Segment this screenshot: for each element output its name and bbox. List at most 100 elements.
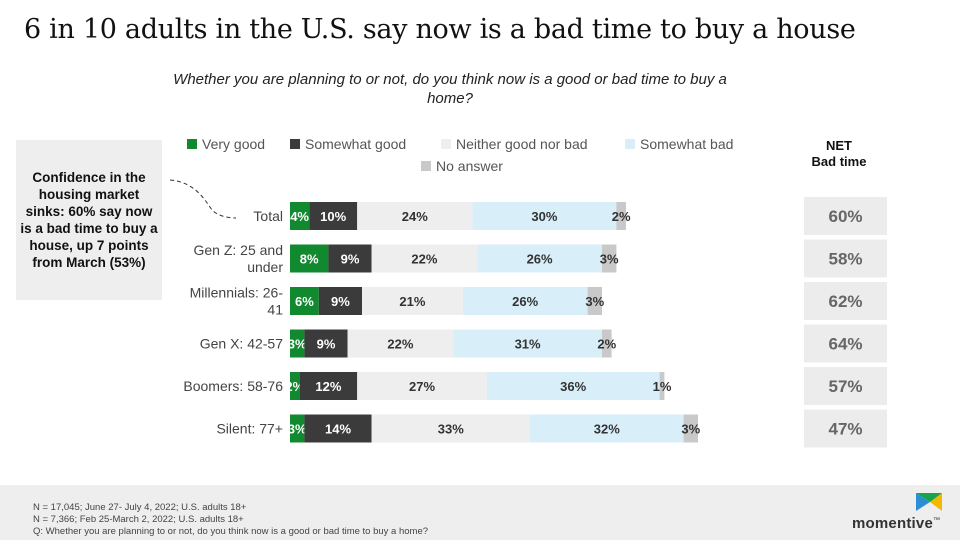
- bar-segment: [357, 202, 473, 230]
- net-box: [804, 282, 887, 320]
- callout-connector: [169, 179, 237, 219]
- bar-segment: [328, 244, 372, 273]
- bar-segment: [486, 372, 660, 400]
- data-label: 2%: [612, 209, 631, 224]
- bar-segment: [318, 287, 362, 315]
- category-label: Total: [253, 208, 283, 224]
- legend-swatch: [187, 139, 197, 149]
- bar-segment: [477, 244, 602, 273]
- bar-segment: [472, 202, 617, 230]
- brand-name: momentive™: [852, 515, 940, 532]
- data-label: 26%: [527, 252, 553, 267]
- data-label: 27%: [409, 379, 435, 394]
- data-label: 9%: [341, 252, 360, 267]
- callout-text: Confidence in the housing market sinks: …: [20, 170, 158, 270]
- bar-segment: [371, 244, 478, 273]
- data-label: 21%: [399, 294, 425, 309]
- data-label: 2%: [597, 337, 616, 352]
- category-label: Silent: 77+: [216, 421, 283, 437]
- data-label: 6%: [295, 294, 314, 309]
- bar-segment: [602, 329, 612, 358]
- bar-segment: [309, 202, 358, 230]
- callout-box: Confidence in the housing market sinks: …: [16, 140, 162, 300]
- bar-segment: [290, 244, 329, 273]
- bar-segment: [683, 414, 698, 443]
- data-label: 1%: [653, 379, 672, 394]
- net-value: 47%: [828, 420, 862, 439]
- category-label: Boomers: 58-76: [183, 378, 283, 394]
- bar-segment: [659, 372, 665, 400]
- bar-segment: [530, 414, 684, 443]
- data-label: 3%: [600, 252, 619, 267]
- bar-segment: [347, 329, 454, 358]
- legend-label: Very good: [202, 136, 265, 152]
- chart-title: 6 in 10 adults in the U.S. say now is a …: [24, 14, 856, 45]
- net-value: 64%: [828, 335, 862, 354]
- category-label-line: Gen X: 42-57: [200, 336, 283, 352]
- category-label: Millennials: 26-41: [190, 285, 284, 318]
- data-label: 3%: [288, 337, 307, 352]
- legend-label: Somewhat bad: [640, 136, 733, 152]
- bar-segment: [304, 329, 348, 358]
- net-header: NET Bad time: [800, 138, 878, 170]
- legend-swatch: [290, 139, 300, 149]
- footer-notes: N = 17,045; June 27- July 4, 2022; U.S. …: [33, 502, 428, 538]
- category-label-line: Total: [253, 208, 283, 224]
- data-label: 3%: [288, 422, 307, 437]
- legend-label: Neither good nor bad: [456, 136, 588, 152]
- bar-segment: [290, 372, 300, 400]
- momentive-logo-icon: [916, 493, 942, 511]
- net-box: [804, 239, 887, 278]
- legend-swatch: [421, 161, 431, 171]
- bar-segment: [602, 244, 617, 273]
- data-label: 9%: [331, 294, 350, 309]
- category-label: Gen X: 42-57: [200, 336, 283, 352]
- data-label: 24%: [402, 209, 428, 224]
- category-label: Gen Z: 25 and under: [193, 242, 283, 275]
- data-label: 22%: [387, 337, 413, 352]
- bar-segment: [290, 329, 305, 358]
- data-label: 9%: [317, 337, 336, 352]
- legend: Very good Somewhat good Neither good nor b…: [187, 136, 733, 174]
- data-label: 8%: [300, 252, 319, 267]
- bar-segment: [462, 287, 588, 315]
- footer: [0, 485, 960, 540]
- brand-text: momentive: [852, 515, 933, 532]
- brand-mark: ™: [933, 517, 941, 524]
- net-box: [804, 197, 887, 235]
- net-value: 60%: [828, 207, 862, 226]
- data-label: 22%: [411, 252, 437, 267]
- data-label: 32%: [594, 422, 620, 437]
- net-header-line-1: NET: [826, 138, 852, 153]
- data-label: 14%: [325, 422, 351, 437]
- legend-label: No answer: [436, 158, 503, 174]
- bar-segment: [299, 372, 358, 400]
- data-label: 10%: [320, 209, 346, 224]
- legend-label: Somewhat good: [305, 136, 406, 152]
- data-label: 4%: [290, 209, 309, 224]
- category-label-line: Boomers: 58-76: [183, 378, 283, 394]
- bar-rows: Total 4% 10% 24% 30% 2% 60% Gen Z: 25 and under 8…: [183, 197, 887, 448]
- bar-segment: [453, 329, 602, 358]
- net-value: 58%: [828, 250, 862, 269]
- data-label: 36%: [560, 379, 586, 394]
- bar-segment: [290, 414, 305, 443]
- bar-segment: [304, 414, 372, 443]
- data-label: 3%: [681, 422, 700, 437]
- legend-swatch: [625, 139, 635, 149]
- net-box: [804, 367, 887, 405]
- category-label-line: Silent: 77+: [216, 421, 283, 437]
- footer-note: N = 7,366; Feb 25-March 2, 2022; U.S. ad…: [33, 514, 244, 525]
- bar-segment: [362, 287, 463, 315]
- footer-note: Q: Whether you are planning to or not, d…: [33, 526, 429, 537]
- chart-subtitle: Whether you are planning to or not, do y…: [173, 71, 727, 107]
- footer-note: N = 17,045; June 27- July 4, 2022; U.S. …: [33, 502, 247, 513]
- data-label: 3%: [585, 294, 604, 309]
- bar-segment: [587, 287, 602, 315]
- data-label: 12%: [315, 379, 341, 394]
- data-label: 33%: [438, 422, 464, 437]
- bar-segment: [616, 202, 626, 230]
- data-label: 31%: [515, 337, 541, 352]
- bar-segment: [290, 287, 319, 315]
- net-box: [804, 409, 887, 448]
